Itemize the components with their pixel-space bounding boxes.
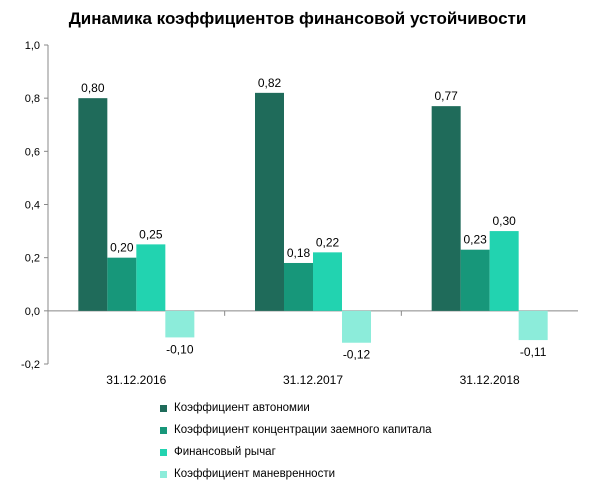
bar (460, 249, 490, 311)
bar (313, 252, 342, 311)
bar (165, 310, 195, 338)
legend-label: Коэффициент концентрации заемного капита… (174, 424, 432, 436)
y-tick-label: 0,4 (25, 200, 40, 212)
legend-label: Коэффициент автономии (174, 402, 310, 414)
y-tick-label: 0,0 (25, 306, 40, 318)
data-label: 0,82 (258, 76, 282, 90)
bar-chart: 1,0 0,8 0,6 0,4 0,2 0,0 -0,2 0,80 0,20 0,25 -0,10 3… (21, 40, 578, 387)
legend-label: Финансовый рычаг (174, 446, 276, 458)
bar (489, 231, 519, 311)
data-label: 0,25 (139, 227, 163, 241)
bar (136, 244, 166, 311)
x-tick-label: 31.12.2018 (460, 373, 520, 387)
data-label: 0,77 (434, 89, 458, 103)
legend-item: Коэффициент концентрации заемного капита… (160, 419, 432, 441)
data-label: 0,20 (110, 241, 134, 255)
y-tick-label: 0,2 (25, 253, 40, 265)
legend-item: Коэффициент маневренности (160, 463, 432, 485)
data-label: 0,22 (316, 235, 340, 249)
data-label: -0,10 (166, 342, 194, 356)
bar (107, 257, 137, 311)
data-label: 0,18 (287, 246, 311, 260)
legend-swatch (160, 470, 167, 478)
y-tick-label: 1,0 (25, 40, 40, 52)
bar (78, 98, 108, 311)
y-tick-label: -0,2 (21, 359, 40, 371)
legend-item: Финансовый рычаг (160, 441, 432, 463)
bar (284, 262, 313, 311)
bar (518, 310, 548, 341)
data-label: -0,11 (520, 345, 547, 359)
x-tick-label: 31.12.2016 (106, 373, 166, 387)
bar (342, 310, 371, 343)
y-tick-label: 0,8 (25, 93, 40, 105)
data-label: 0,30 (492, 214, 516, 228)
data-label: 0,23 (463, 233, 487, 247)
legend-swatch (160, 448, 167, 456)
data-label: -0,12 (343, 348, 371, 362)
legend: Коэффициент автономии Коэффициент концент… (160, 397, 432, 485)
chart-title: Динамика коэффициентов финансовой устойч… (68, 9, 527, 28)
data-label: 0,80 (81, 81, 105, 95)
legend-item: Коэффициент автономии (160, 397, 432, 419)
legend-swatch (160, 426, 167, 434)
legend-label: Коэффициент маневренности (174, 468, 336, 480)
x-tick-label: 31.12.2017 (283, 373, 343, 387)
bar (255, 92, 284, 311)
y-tick-label: 0,6 (25, 146, 40, 158)
legend-swatch (160, 404, 167, 412)
bar (431, 106, 461, 311)
